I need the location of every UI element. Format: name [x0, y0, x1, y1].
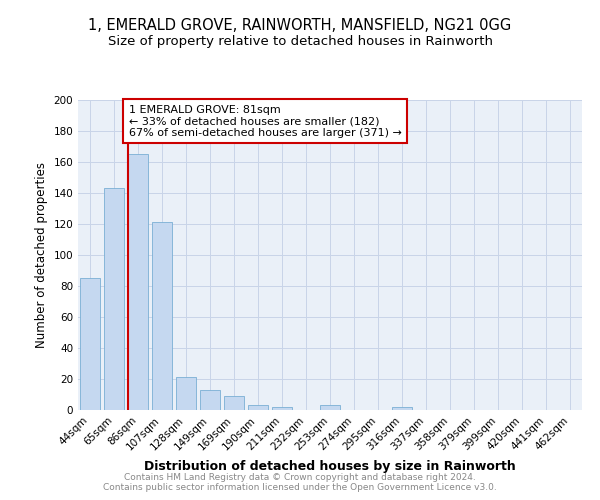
Text: Size of property relative to detached houses in Rainworth: Size of property relative to detached ho… [107, 35, 493, 48]
Bar [272, 407, 292, 410]
Bar [320, 406, 340, 410]
Text: 1 EMERALD GROVE: 81sqm
← 33% of detached houses are smaller (182)
67% of semi-de: 1 EMERALD GROVE: 81sqm ← 33% of detached… [129, 104, 402, 138]
Bar [128, 154, 148, 410]
Bar [80, 278, 100, 410]
Text: Contains public sector information licensed under the Open Government Licence v3: Contains public sector information licen… [103, 484, 497, 492]
Bar [176, 378, 196, 410]
Bar [200, 390, 220, 410]
Text: 1, EMERALD GROVE, RAINWORTH, MANSFIELD, NG21 0GG: 1, EMERALD GROVE, RAINWORTH, MANSFIELD, … [88, 18, 512, 32]
Text: Contains HM Land Registry data © Crown copyright and database right 2024.: Contains HM Land Registry data © Crown c… [124, 472, 476, 482]
Y-axis label: Number of detached properties: Number of detached properties [35, 162, 48, 348]
Bar [104, 188, 124, 410]
Bar [392, 407, 412, 410]
Bar [152, 222, 172, 410]
Bar [248, 406, 268, 410]
X-axis label: Distribution of detached houses by size in Rainworth: Distribution of detached houses by size … [144, 460, 516, 473]
Bar [224, 396, 244, 410]
